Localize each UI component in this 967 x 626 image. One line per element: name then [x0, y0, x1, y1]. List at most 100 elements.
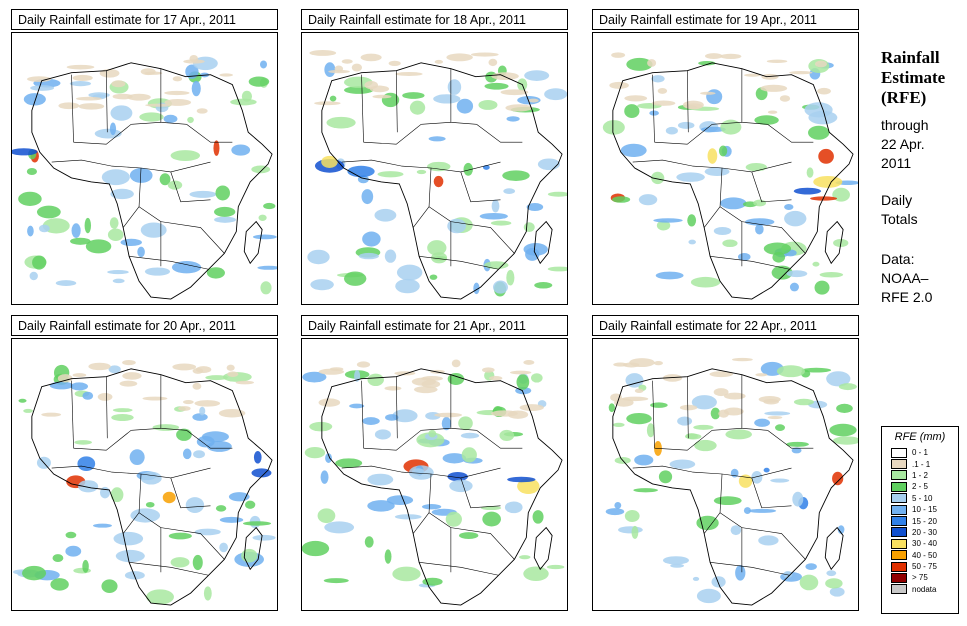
legend-label: 20 - 30: [912, 527, 937, 537]
rainfall-patch: [228, 492, 250, 502]
map-panel-22-apr: Daily Rainfall estimate for 22 Apr., 201…: [592, 315, 861, 611]
rainfall-patch: [309, 50, 337, 56]
country-border: [460, 477, 501, 509]
rainfall-patch: [488, 58, 498, 67]
country-border: [401, 161, 501, 173]
rainfall-patch: [122, 372, 142, 380]
rainfall-patch: [318, 368, 345, 375]
rainfall-patch: [758, 396, 781, 403]
rainfall-patch: [171, 261, 202, 274]
country-border: [428, 167, 452, 222]
rainfall-patch: [119, 380, 138, 387]
rainfall-patch: [107, 228, 124, 242]
rainfall-patch: [41, 412, 62, 417]
rainfall-patch: [122, 360, 136, 366]
panel-title: Daily Rainfall estimate for 18 Apr., 201…: [301, 9, 568, 30]
rainfall-patch: [670, 563, 684, 568]
rainfall-patch: [112, 408, 133, 413]
rainfall-patch: [192, 382, 202, 390]
panel-title: Daily Rainfall estimate for 22 Apr., 201…: [592, 315, 859, 336]
legend-item: 10 - 15: [891, 504, 958, 515]
rainfall-patch: [431, 252, 448, 264]
rainfall-patch: [77, 456, 96, 472]
rainfall-patch: [490, 220, 512, 226]
legend-item: 30 - 40: [891, 538, 958, 549]
rainfall-patch: [42, 218, 70, 234]
rainfall-patch: [458, 416, 473, 431]
coastline: [612, 62, 854, 300]
rainfall-patch: [669, 459, 696, 469]
rainfall-patch: [82, 559, 89, 573]
rainfall-patch: [127, 93, 151, 101]
rainfall-patch: [704, 53, 723, 59]
rainfall-patch: [12, 148, 38, 156]
rainfall-patch: [818, 148, 834, 164]
country-border: [450, 527, 515, 560]
country-border: [652, 74, 655, 143]
rainfall-patch: [509, 370, 532, 375]
rainfall-patch: [434, 59, 444, 64]
country-border: [186, 430, 233, 449]
country-border: [160, 221, 225, 254]
rainfall-patch: [164, 90, 190, 96]
rainfall-patch: [307, 249, 330, 265]
country-border: [719, 167, 743, 222]
country-border: [710, 562, 790, 576]
rainfall-patch: [502, 170, 530, 181]
rainfall-patch: [808, 125, 830, 140]
rainfall-patch: [395, 278, 420, 294]
rainfall-patch: [470, 52, 499, 57]
legend-item: 1 - 2: [891, 470, 958, 481]
rainfall-patch: [215, 505, 227, 512]
legend-swatch: [891, 572, 907, 583]
country-border: [363, 124, 422, 145]
country-border: [363, 430, 422, 451]
rainfall-patch: [108, 365, 121, 374]
rainfall-patch: [18, 191, 42, 206]
legend-item: 50 - 75: [891, 561, 958, 572]
rainfall-patch: [544, 88, 567, 101]
rainfall-patch: [27, 225, 34, 237]
rainfall-patch: [523, 222, 535, 232]
country-border: [419, 256, 499, 270]
rainfall-patch: [260, 60, 268, 69]
rainfall-patch: [335, 458, 363, 468]
rainfall-patch: [743, 73, 762, 77]
rainfall-patch: [484, 82, 509, 90]
rainfall-patch: [620, 143, 647, 157]
rainfall-patch: [503, 188, 516, 194]
rainfall-patch: [324, 521, 355, 534]
rainfall-patch: [71, 223, 81, 238]
rainfall-patch: [720, 119, 742, 135]
rainfall-patch: [191, 80, 201, 97]
rainfall-patch: [653, 218, 683, 223]
rainfall-patch: [427, 161, 451, 172]
rainfall-patch: [491, 410, 518, 417]
rainfall-patch: [183, 59, 205, 64]
rainfall-patch: [624, 104, 640, 119]
rainfall-patch: [58, 102, 80, 110]
rainfall-patch: [377, 171, 404, 178]
rainfall-patch: [776, 365, 805, 378]
rainfall-patch: [793, 187, 822, 195]
rainfall-patch: [341, 59, 353, 64]
rainfall-patch: [687, 214, 697, 227]
rainfall-patch: [69, 80, 92, 87]
rainfall-patch: [124, 571, 145, 580]
rainfall-patch: [633, 488, 658, 493]
country-border: [741, 221, 806, 254]
rainfall-patch: [653, 361, 663, 366]
rainfall-patch: [624, 95, 648, 102]
rainfall-patch: [203, 586, 212, 601]
country-border: [712, 428, 742, 431]
rainfall-patch: [771, 265, 793, 280]
rainfall-patch: [489, 375, 503, 381]
rainfall-patch: [152, 424, 180, 431]
rainfall-patch: [129, 167, 153, 183]
rainfall-patch: [753, 199, 767, 207]
rainfall-patch: [638, 194, 658, 206]
rainfall-patch: [650, 402, 668, 408]
sidebar-totals-line: Totals: [881, 211, 918, 227]
rainfall-patch: [731, 357, 753, 362]
coastline: [824, 526, 844, 571]
